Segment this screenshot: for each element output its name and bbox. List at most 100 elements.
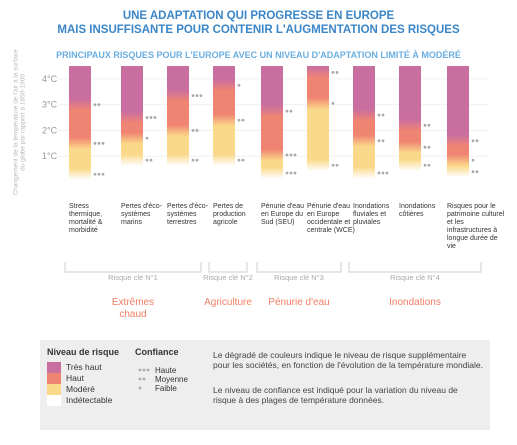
- legend-label: Très haut: [66, 362, 102, 372]
- confidence-dots: [93, 172, 105, 176]
- legend-swatch: [47, 384, 61, 395]
- legend-label: Moyenne: [155, 375, 188, 384]
- confidence-dots: [237, 83, 241, 87]
- dot: [237, 118, 241, 122]
- dot: [101, 172, 105, 176]
- legend-swatch: [47, 373, 61, 384]
- confidence-dots: [331, 101, 335, 105]
- dot: [195, 129, 199, 132]
- dot: [377, 113, 381, 117]
- ember-bar: [167, 66, 189, 182]
- group-label: Risque clé N°4: [390, 273, 440, 282]
- confidence-dots: [331, 163, 339, 167]
- ember-label: Pertes d'éco-systèmes marins: [121, 203, 163, 227]
- title: MAIS INSUFFISANTE POUR CONTENIR L'AUGMEN…: [57, 24, 460, 36]
- dot: [331, 163, 335, 167]
- dot: [377, 171, 381, 175]
- dot: [471, 139, 475, 143]
- group-label: Risque clé N°3: [274, 273, 324, 282]
- dot: [331, 71, 335, 74]
- bracket: [208, 262, 248, 273]
- dot: [475, 170, 479, 174]
- dot: [145, 158, 149, 162]
- bracket: [64, 262, 202, 273]
- confidence-dots: [285, 171, 297, 175]
- dot: [191, 94, 195, 98]
- confidence-dots: [191, 94, 203, 98]
- dot: [138, 377, 142, 381]
- legend-title: Niveau de risque: [47, 347, 120, 357]
- legend-label: Haute: [155, 366, 177, 375]
- confidence-dots: [377, 171, 389, 175]
- legend-box: [40, 340, 490, 430]
- y-tick-label: 4°C: [42, 74, 58, 84]
- dot: [241, 118, 245, 122]
- dot: [97, 141, 101, 145]
- legend-dots: [138, 377, 146, 381]
- dot: [427, 145, 431, 149]
- dot: [427, 163, 431, 167]
- dot: [423, 123, 427, 127]
- dot: [138, 368, 142, 372]
- confidence-dots: [423, 123, 431, 127]
- dot: [195, 158, 199, 162]
- dot: [427, 123, 431, 127]
- dot: [293, 153, 297, 157]
- ember-bar: [447, 66, 469, 182]
- dot: [381, 171, 385, 175]
- dot: [97, 103, 101, 107]
- dot: [331, 101, 335, 105]
- confidence-dots: [471, 170, 479, 174]
- bracket: [348, 262, 482, 273]
- group-label: Risque clé N°2: [203, 273, 253, 282]
- dot: [149, 116, 153, 119]
- ember-bar: [121, 66, 143, 182]
- confidence-dots: [191, 158, 199, 162]
- dot: [285, 109, 289, 113]
- dot: [381, 113, 385, 117]
- confidence-dots: [145, 158, 153, 162]
- dot: [153, 116, 157, 119]
- dot: [191, 158, 195, 162]
- dot: [475, 139, 479, 143]
- ember-bar: [261, 66, 283, 182]
- ember-label: Risques pour le patrimoine culturel et l…: [447, 203, 505, 251]
- y-tick-label: 1°C: [42, 151, 58, 161]
- dot: [377, 139, 381, 143]
- dot: [289, 171, 293, 175]
- dot: [93, 172, 97, 176]
- dot: [146, 368, 150, 372]
- group-name: Pénurie d'eau: [268, 297, 330, 308]
- dot: [335, 71, 339, 74]
- dot: [199, 94, 203, 98]
- dot: [285, 153, 289, 157]
- confidence-dots: [191, 129, 199, 132]
- ember-label: Inondations côtières: [399, 203, 436, 219]
- confidence-dots: [377, 139, 385, 143]
- dot: [97, 172, 101, 176]
- subtitle: PRINCIPAUX RISQUES POUR L'EUROPE AVEC UN…: [56, 50, 461, 60]
- confidence-title: Confiance: [135, 347, 179, 357]
- dot: [142, 377, 146, 381]
- y-axis-title: Changement de la température de l'air à …: [12, 49, 27, 196]
- dot: [237, 83, 241, 87]
- confidence-dots: [285, 153, 297, 157]
- group-name: Inondations: [389, 297, 441, 308]
- ember-label: Pénurie d'eau en Europe occidentale et c…: [307, 203, 355, 235]
- dot: [93, 103, 97, 107]
- confidence-dots: [423, 163, 431, 167]
- dot: [423, 145, 427, 149]
- ember-label: Stress thermique, mortalité & morbidité: [69, 203, 103, 235]
- confidence-dots: [331, 71, 339, 74]
- y-tick-label: 3°C: [42, 100, 58, 110]
- legend-label: Faible: [155, 384, 177, 393]
- ember-bar: [353, 66, 375, 182]
- dot: [138, 386, 142, 390]
- dot: [289, 153, 293, 157]
- dot: [289, 109, 293, 113]
- legend-label: Haut: [66, 373, 84, 383]
- dot: [93, 141, 97, 145]
- confidence-dots: [423, 145, 431, 149]
